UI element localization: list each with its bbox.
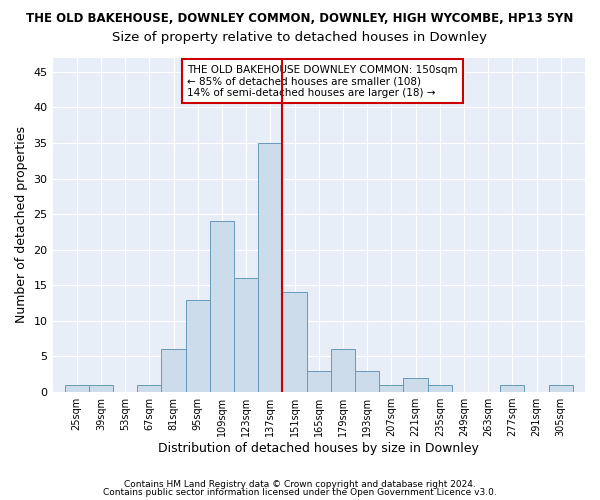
Bar [234,278,258,392]
Bar [500,385,524,392]
Bar [89,385,113,392]
Bar [355,370,379,392]
Bar [161,350,185,392]
Bar [65,385,89,392]
Y-axis label: Number of detached properties: Number of detached properties [15,126,28,324]
Bar [258,143,283,392]
Bar [548,385,573,392]
Text: THE OLD BAKEHOUSE DOWNLEY COMMON: 150sqm
← 85% of detached houses are smaller (1: THE OLD BAKEHOUSE DOWNLEY COMMON: 150sqm… [187,64,458,98]
Text: Contains HM Land Registry data © Crown copyright and database right 2024.: Contains HM Land Registry data © Crown c… [124,480,476,489]
Text: Size of property relative to detached houses in Downley: Size of property relative to detached ho… [113,31,487,44]
Text: THE OLD BAKEHOUSE, DOWNLEY COMMON, DOWNLEY, HIGH WYCOMBE, HP13 5YN: THE OLD BAKEHOUSE, DOWNLEY COMMON, DOWNL… [26,12,574,26]
Bar [403,378,428,392]
Text: Contains public sector information licensed under the Open Government Licence v3: Contains public sector information licen… [103,488,497,497]
Bar [283,292,307,392]
Bar [137,385,161,392]
Bar [185,300,210,392]
Bar [428,385,452,392]
X-axis label: Distribution of detached houses by size in Downley: Distribution of detached houses by size … [158,442,479,455]
Bar [379,385,403,392]
Bar [307,370,331,392]
Bar [331,350,355,392]
Bar [210,221,234,392]
